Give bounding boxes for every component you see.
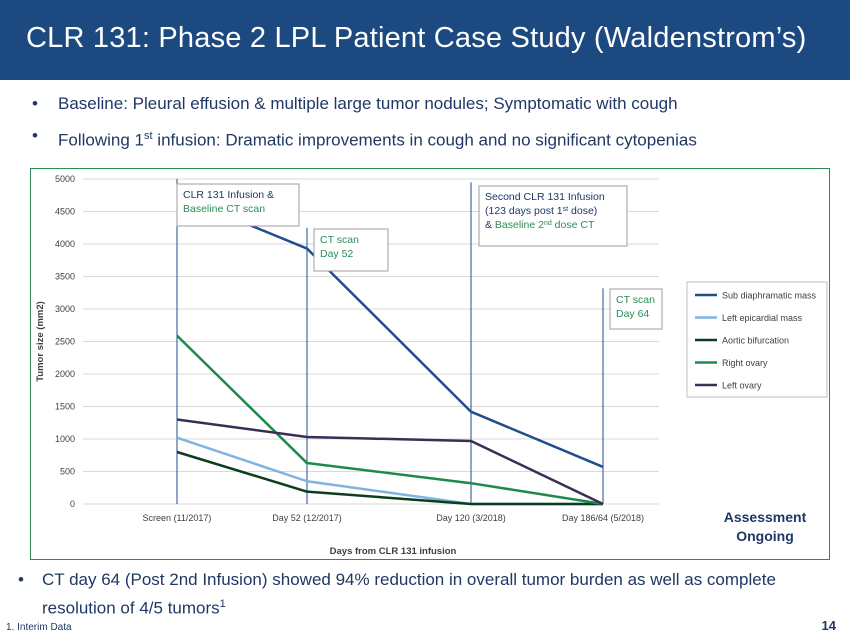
- legend-entry: Right ovary: [722, 358, 768, 368]
- event-callout-text-part: Day 64: [616, 308, 649, 320]
- event-callout-text: Day 64: [616, 308, 649, 320]
- series-line-left-ovary: [176, 418, 604, 506]
- event-callout-text-part: CLR 131 Infusion &: [183, 189, 274, 201]
- x-tick-label: Screen (11/2017): [143, 513, 212, 523]
- y-tick-label: 4000: [55, 239, 75, 249]
- event-callout-box: [609, 288, 663, 330]
- bullet-ct-day-64: • CT day 64 (Post 2nd Infusion) showed 9…: [18, 568, 842, 621]
- event-callout-box: [176, 183, 300, 227]
- footnote: 1. Interim Data: [6, 622, 72, 633]
- event-callout-box: [478, 185, 628, 247]
- tumor-size-chart: 0 500 1000 1500 2000 2500 3000 3500 4000 4500 5000…: [30, 168, 830, 560]
- event-callout-text-part: (123 days post 1: [485, 205, 563, 217]
- y-tick-label: 500: [60, 467, 75, 477]
- event-callout-text: CT scan: [320, 234, 359, 246]
- event-callout-text-part: dose): [568, 205, 597, 217]
- assessment-line-1: Assessment: [723, 509, 807, 525]
- event-callout-text: Day 52: [320, 248, 353, 260]
- bullet-baseline: • Baseline: Pleural effusion & multiple …: [32, 93, 697, 125]
- bullet-following-infusion: • Following 1st infusion: Dramatic impro…: [32, 125, 697, 157]
- event-callout-text-part: CT scan: [616, 294, 655, 306]
- footnote-reference: 1: [219, 598, 226, 610]
- event-callout-text-part: nd: [544, 220, 552, 227]
- y-tick-label: 4500: [55, 207, 75, 217]
- event-callout-text: Baseline CT scan: [183, 203, 265, 215]
- event-callout-text-part: Day 52: [320, 248, 353, 260]
- event-callout-text: (123 days post 1st dose): [485, 205, 597, 217]
- bullet-superscript: st: [144, 130, 153, 142]
- y-tick-label: 3500: [55, 272, 75, 282]
- y-tick-label: 5000: [55, 174, 75, 184]
- event-callout-text-part: CT scan: [320, 234, 359, 246]
- y-axis-title: Tumor size (mm2): [35, 301, 46, 382]
- bullet-dot: •: [32, 94, 38, 113]
- event-callout-text: CT scan: [616, 294, 655, 306]
- bullet-suffix: infusion: Dramatic improvements in cough…: [152, 130, 697, 150]
- chart-canvas: 0 500 1000 1500 2000 2500 3000 3500 4000 4500 5000…: [35, 174, 828, 557]
- event-callout-text-part: Baseline CT scan: [183, 203, 265, 215]
- y-tick-label: 2000: [55, 369, 75, 379]
- legend-entry: Aortic bifurcation: [722, 336, 789, 346]
- event-callout-text-part: &: [485, 219, 495, 231]
- y-tick-label: 1500: [55, 402, 75, 412]
- bullet-dot: •: [18, 570, 24, 589]
- x-tick-label: Day 120 (3/2018): [436, 513, 506, 523]
- y-tick-label: 2500: [55, 337, 75, 347]
- bullet-text: Baseline: Pleural effusion & multiple la…: [58, 94, 678, 113]
- event-callout-text: Second CLR 131 Infusion: [485, 191, 605, 203]
- series-line-right-ovary: [176, 334, 604, 506]
- legend-entry: Left ovary: [722, 381, 762, 391]
- assessment-line-2: Ongoing: [736, 528, 794, 544]
- x-axis-title: Days from CLR 131 infusion: [330, 546, 457, 557]
- assessment-ongoing-label: Assessment Ongoing: [700, 508, 830, 546]
- bullet-dot: •: [32, 126, 38, 145]
- y-tick-label: 0: [70, 499, 75, 509]
- event-callout-text-part: Baseline 2: [495, 219, 544, 231]
- y-tick-label: 3000: [55, 304, 75, 314]
- page-title: CLR 131: Phase 2 LPL Patient Case Study …: [26, 22, 807, 54]
- legend-entry: Left epicardial mass: [722, 313, 803, 323]
- event-callout-box: [313, 228, 389, 272]
- x-tick-label: Day 52 (12/2017): [272, 513, 342, 523]
- y-tick-label: 1000: [55, 434, 75, 444]
- page-number: 14: [821, 618, 836, 633]
- bullet-text: CT day 64 (Post 2nd Infusion) showed 94%…: [42, 570, 776, 618]
- event-callout-text-part: Second CLR 131 Infusion: [485, 191, 605, 203]
- event-callout-text: & Baseline 2nd dose CT: [485, 219, 595, 231]
- event-callout-text-part: st: [563, 206, 569, 213]
- event-callout-text-part: dose CT: [552, 219, 595, 231]
- bullet-list: • Baseline: Pleural effusion & multiple …: [32, 93, 697, 157]
- event-callout-text: CLR 131 Infusion &: [183, 189, 274, 201]
- series-line-aortic-bifurcation: [176, 450, 603, 506]
- bullet-prefix: Following 1: [58, 130, 144, 150]
- x-tick-label: Day 186/64 (5/2018): [562, 513, 644, 523]
- title-banner: CLR 131: Phase 2 LPL Patient Case Study …: [0, 0, 850, 80]
- legend-entry: Sub diaphramatic mass: [722, 291, 817, 301]
